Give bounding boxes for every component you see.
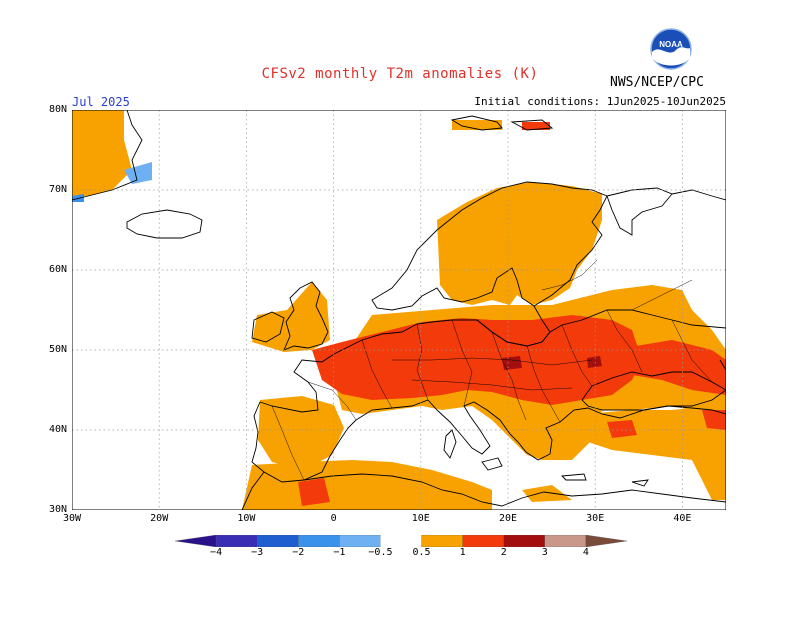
latitude-label: 50N	[48, 344, 67, 355]
greenland-coast	[72, 110, 143, 201]
north-africa-coast	[241, 471, 726, 510]
longitude-label: 20E	[498, 513, 518, 524]
anomaly-british-isles	[252, 282, 330, 352]
anomaly-caucasus-warm	[702, 410, 726, 430]
franz-josef-coast	[510, 119, 554, 131]
ireland-coast	[251, 311, 285, 343]
colorbar-segment	[257, 535, 299, 547]
kola-coast	[606, 187, 673, 236]
longitude-label: 0	[330, 513, 337, 524]
colorbar-segment	[380, 535, 422, 547]
country-borders	[271, 259, 713, 481]
corsica-sardinia-coast	[443, 429, 457, 459]
colorbar	[175, 535, 627, 547]
anomaly-field	[72, 110, 726, 510]
map-title: CFSv2 monthly T2m anomalies (K)	[261, 66, 539, 82]
colorbar-segment	[585, 535, 627, 547]
colorbar-tick-label: −4	[210, 547, 223, 558]
anomaly-hot-spot-1	[502, 356, 522, 370]
anomaly-scandinavia	[437, 182, 602, 305]
longitude-label: 30W	[62, 513, 82, 524]
great-britain-coast	[283, 281, 329, 351]
cyprus-coast	[631, 479, 649, 487]
anomaly-north-africa	[242, 460, 492, 510]
colorbar-segment	[175, 535, 217, 547]
longitude-label: 30E	[586, 513, 605, 524]
noaa-logo-text: NOAA	[659, 40, 683, 49]
colorbar-segment	[421, 535, 463, 547]
latitude-label: 80N	[48, 104, 67, 115]
anomaly-core-warm	[312, 315, 642, 405]
france-iberia-coast	[251, 353, 357, 483]
noaa-logo: NOAA	[650, 28, 692, 70]
longitude-label: 10E	[411, 513, 430, 524]
colorbar-segment	[298, 535, 340, 547]
agency-label: NWS/NCEP/CPC	[610, 75, 704, 90]
anomaly-greenland	[72, 110, 132, 198]
anomaly-arctic-red	[522, 122, 550, 130]
colorbar-segment	[339, 535, 381, 547]
anomaly-middle-east	[692, 450, 726, 500]
anomaly-greenland-cool-2	[72, 194, 84, 202]
mediterranean-coast	[355, 399, 726, 461]
colorbar-tick-label: 1	[459, 547, 466, 558]
colorbar-segment	[462, 535, 504, 547]
initial-conditions: Initial conditions: 1Jun2025-10Jun2025	[474, 95, 726, 108]
crete-coast	[561, 473, 587, 481]
anomaly-greenland-cool	[124, 162, 152, 184]
longitude-label: 10W	[237, 513, 256, 524]
russia-arctic-coast	[671, 189, 726, 201]
colorbar-segment	[215, 535, 258, 547]
black-sea-coast	[581, 371, 726, 411]
anomaly-hot-spot-2	[587, 356, 602, 368]
colorbar-tick-label: 2	[500, 547, 507, 558]
colorbar-tick-label: 4	[582, 547, 589, 558]
colorbar-tick-label: −0.5	[368, 547, 393, 558]
anomaly-morocco-warm	[298, 478, 330, 506]
colorbar-tick-label: 3	[541, 547, 548, 558]
longitude-label: 20W	[150, 513, 169, 524]
latitude-label: 40N	[48, 424, 67, 435]
anomaly-iberia	[258, 396, 344, 470]
latitude-label: 60N	[48, 264, 67, 275]
longitude-label: 40E	[673, 513, 692, 524]
colorbar-segment	[544, 535, 587, 547]
forecast-month: Jul 2025	[72, 95, 130, 109]
scandinavia-coast	[371, 181, 608, 311]
colorbar-tick-label: −3	[251, 547, 264, 558]
anomaly-libya	[522, 485, 572, 502]
colorbar-tick-label: −2	[292, 547, 305, 558]
svalbard-coast	[450, 115, 503, 131]
colorbar-tick-label: −1	[333, 547, 346, 558]
anomaly-svalbard	[452, 120, 502, 130]
graticule	[72, 110, 726, 510]
colorbar-tick-label: 0.5	[412, 547, 431, 558]
anomaly-ukraine-warm	[612, 340, 726, 395]
sicily-coast	[481, 457, 503, 471]
anomaly-map	[72, 110, 726, 510]
anomaly-anatolia-warm	[607, 420, 637, 438]
caspian-coast	[719, 359, 726, 371]
iceland-coast	[126, 209, 203, 239]
latitude-label: 70N	[48, 184, 67, 195]
colorbar-segment	[503, 535, 545, 547]
latitude-label: 30N	[48, 504, 67, 515]
